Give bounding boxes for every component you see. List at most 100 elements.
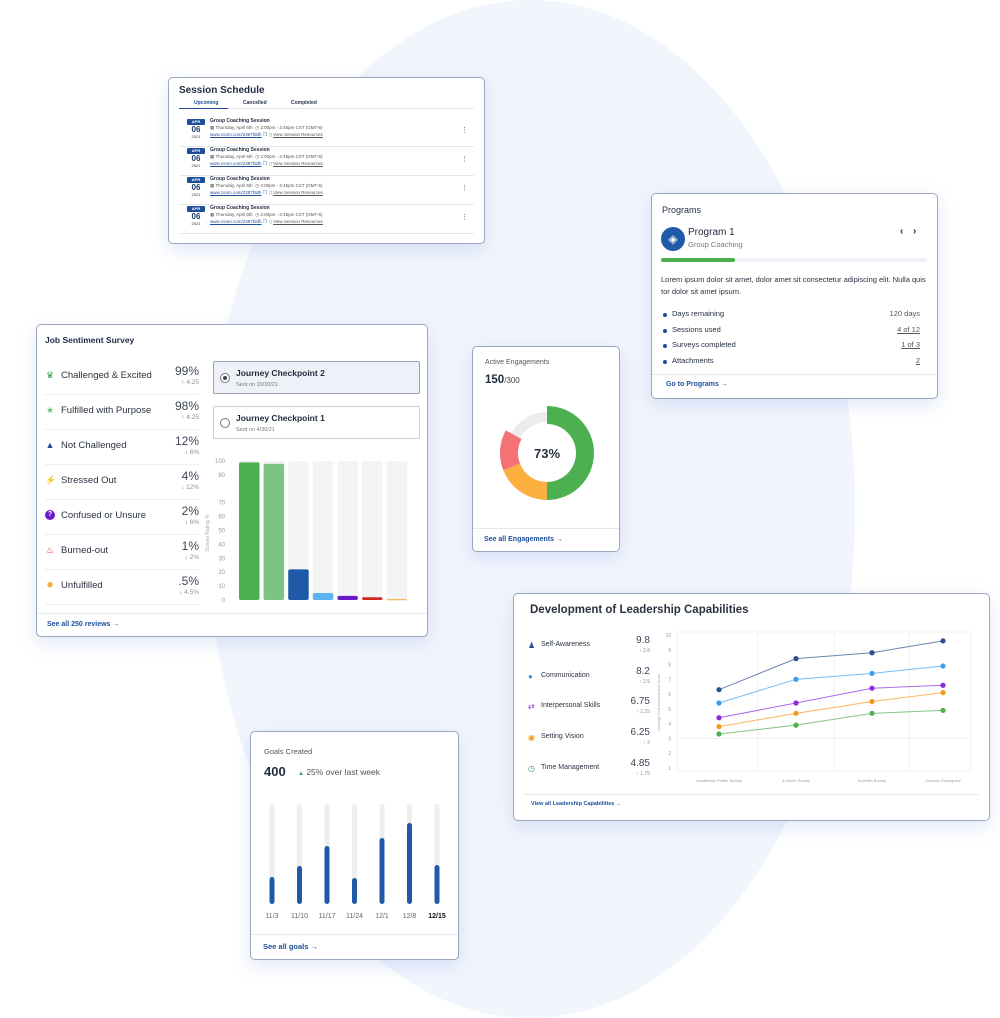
x-tick-label: 12/8	[403, 913, 417, 920]
sentiment-delta: ↓ 4.5%	[179, 589, 199, 596]
leadership-line-chart: 1 2 3 4 5 6 7 8 9 10 Average Self-Assessment Score…	[656, 631, 972, 783]
tab-cancelled[interactable]: Cancelled	[243, 100, 267, 106]
session-title: Group Coaching Session	[210, 147, 270, 153]
date-badge: APR 06 2021	[187, 206, 205, 226]
arrow-up-icon: ↑	[181, 379, 185, 386]
sentiment-value: 1%	[181, 539, 199, 553]
session-links: www.zoom.com/2387fddh ❐ ▯ View Session R…	[210, 161, 323, 167]
card-title: Active Engagements	[485, 359, 550, 366]
arrow-up-icon: ↑	[639, 678, 642, 685]
stat-value[interactable]: 1 of 3	[901, 340, 920, 349]
program-type: Group Coaching	[688, 240, 743, 249]
sentiment-row: ⚡ Stressed Out 4% ↓ 12%	[45, 465, 199, 500]
zoom-link[interactable]: www.zoom.com/2387fddh	[210, 132, 262, 137]
goals-bar-chart: 11/3 11/10 11/17 11/24 12/1 12/8 12/15	[265, 804, 446, 920]
checkpoint-date: Sent on 10/30/21	[236, 382, 278, 388]
session-schedule-card: Session Schedule Upcoming Cancelled Comp…	[168, 77, 485, 244]
radio-button[interactable]	[220, 373, 230, 383]
zoom-link[interactable]: www.zoom.com/2387fddh	[210, 219, 262, 224]
delta-value: 2	[647, 740, 650, 747]
bar-0	[239, 462, 260, 600]
more-options-icon[interactable]: ⋮	[461, 185, 468, 192]
see-all-reviews-link[interactable]: See all 250 reviews →	[47, 621, 119, 628]
link-label: See all goals	[263, 942, 309, 951]
link-label: Go to Programs	[666, 381, 719, 388]
stat-label: Days remaining	[672, 309, 725, 318]
program-layers-icon: ◈	[661, 227, 685, 251]
engagement-donut-chart: 73%	[500, 406, 594, 500]
point-Time Management	[716, 731, 722, 737]
link-label: See all 250 reviews	[47, 621, 111, 628]
stat-value[interactable]: 2	[915, 355, 920, 365]
capability-label: Self-Awareness	[541, 641, 590, 648]
see-all-goals-link[interactable]: See all goals →	[263, 942, 318, 951]
tab-upcoming[interactable]: Upcoming	[194, 100, 219, 106]
x-tick-label: 11/10	[291, 913, 308, 920]
delta-value: 6%	[189, 519, 199, 526]
go-to-programs-link[interactable]: Go to Programs →	[666, 381, 728, 388]
next-program-button[interactable]: ›	[913, 226, 917, 237]
y-tick-label: 2	[668, 751, 671, 757]
view-resources-link[interactable]: View Session Resources	[273, 219, 323, 224]
stat-value: 120 days	[889, 309, 920, 318]
sentiment-label: Not Challenged	[61, 440, 127, 451]
divider	[251, 934, 458, 935]
capability-value: 9.8	[636, 635, 650, 646]
view-resources-link[interactable]: View Session Resources	[273, 190, 323, 195]
program-stat-row: Sessions used 4 of 12	[663, 325, 920, 339]
zoom-link[interactable]: www.zoom.com/2387fddh	[210, 161, 262, 166]
copy-icon[interactable]: ❐	[262, 161, 267, 166]
leadership-card: Development of Leadership Capabilities ♟…	[513, 593, 990, 821]
copy-icon[interactable]: ❐	[262, 132, 267, 137]
checkpoint-option[interactable]: Journey Checkpoint 2 Sent on 10/30/21	[213, 361, 420, 394]
card-title: Goals Created	[264, 747, 313, 756]
see-all-engagements-link[interactable]: See all Engagements →	[484, 536, 563, 543]
year: 2021	[191, 163, 201, 168]
calendar-icon: ▦	[210, 212, 215, 217]
eye-icon: ◉	[528, 733, 535, 743]
view-resources-link[interactable]: View Session Resources	[273, 132, 323, 137]
session-date: Thursday, April 6th	[215, 154, 253, 159]
copy-icon[interactable]: ❐	[262, 219, 267, 224]
bar-11/3	[269, 877, 275, 904]
view-resources-link[interactable]: View Session Resources	[273, 161, 323, 166]
sentiment-row: ✹ Unfulfilled .5% ↓ 4.5%	[45, 570, 199, 605]
session-date: Thursday, April 6th	[215, 212, 253, 217]
card-title: Programs	[662, 205, 702, 215]
session-date: Thursday, April 6th	[215, 183, 253, 188]
view-all-leadership-link[interactable]: View all Leadership Capabilities →	[531, 801, 621, 807]
sentiment-value: 2%	[181, 504, 199, 518]
more-options-icon[interactable]: ⋮	[461, 127, 468, 134]
checkpoint-option[interactable]: Journey Checkpoint 1 Sent on 4/30/21	[213, 406, 420, 439]
prev-program-button[interactable]: ‹	[900, 226, 904, 237]
capability-label: Setting Vision	[541, 733, 584, 741]
y-tick-label: 9	[668, 648, 671, 654]
zoom-link[interactable]: www.zoom.com/2387fddh	[210, 190, 262, 195]
session-time: 2:00pm - 2:45pm CST (GMT-6)	[260, 212, 323, 217]
sentiment-value: 4%	[181, 469, 199, 483]
copy-icon[interactable]: ❐	[262, 190, 267, 195]
day: 06	[191, 154, 201, 163]
program-stat-row: Attachments 2	[663, 356, 920, 370]
sentiment-delta: ↓ 2%	[185, 554, 199, 561]
question-icon: ?	[45, 510, 55, 520]
engagement-count: 150/300	[485, 374, 520, 386]
year: 2021	[191, 221, 201, 226]
gear-icon: ✹	[46, 580, 54, 590]
tab-completed[interactable]: Completed	[291, 100, 317, 106]
delta-value: 4.25	[186, 414, 199, 421]
bar-11/24	[352, 878, 357, 904]
more-options-icon[interactable]: ⋮	[461, 156, 468, 163]
stat-value[interactable]: 4 of 12	[897, 324, 920, 334]
tab-active-underline	[179, 108, 228, 109]
donut-segment-3	[511, 412, 547, 439]
delta-value: 2%	[189, 554, 199, 561]
goals-created-card: Goals Created 400 ▲ 25% over last week 1…	[250, 731, 459, 960]
checkpoint-title: Journey Checkpoint 2	[236, 368, 325, 378]
bullet-icon	[663, 313, 667, 317]
bar-12/15	[434, 865, 440, 904]
link-label: See all Engagements	[484, 536, 555, 543]
more-options-icon[interactable]: ⋮	[461, 214, 468, 221]
radio-button[interactable]	[220, 418, 230, 428]
clock-icon: ◷	[255, 125, 260, 130]
